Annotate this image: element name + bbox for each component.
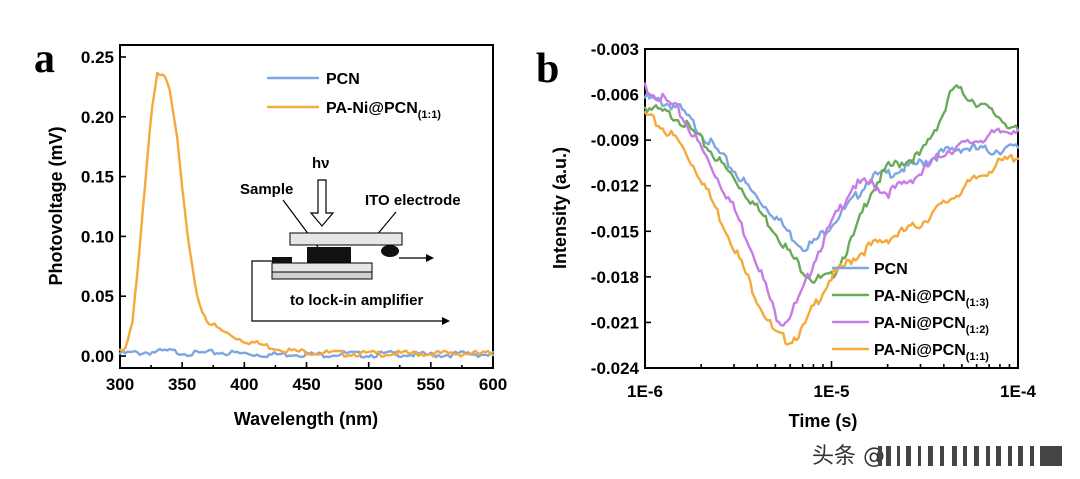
panel-b-y-tick-label: -0.009 <box>591 131 639 150</box>
panel-a-y-tick-label: 0.25 <box>81 48 114 67</box>
panel-b-y-tick-label: -0.006 <box>591 86 639 105</box>
right-contact <box>381 245 399 257</box>
watermark-text: 头条 @ <box>812 444 885 469</box>
series-pa-ni-pcn-1-2 <box>643 82 1020 327</box>
panel-a-y-tick-label: 0.20 <box>81 108 114 127</box>
panel-a-legend: PCN PA-Ni@PCN(1:1) <box>266 71 441 121</box>
panel-label-a: a <box>34 36 55 82</box>
series-pa-ni-pcn-1-3 <box>643 84 1020 284</box>
legend-label-pa-ni-pcn-1-1: PA-Ni@PCN(1:1) <box>874 342 989 363</box>
panel-b-ticks: 1E-6 1E-5 1E-4 -0.003 -0.006 -0.009 -0.012 -0.0… <box>591 40 1037 401</box>
wire-right-arrow-icon <box>426 254 434 262</box>
wire-left-arrow-icon <box>442 317 450 325</box>
panel-b-y-tick-label: -0.003 <box>591 40 639 59</box>
legend-label-pcn: PCN <box>326 71 360 88</box>
legend-label-pa-ni-pcn-1-3: PA-Ni@PCN(1:3) <box>874 288 989 309</box>
panel-label-b: b <box>536 46 559 92</box>
panel-a-y-tick-label: 0.05 <box>81 287 114 306</box>
series-pcn <box>643 92 1020 253</box>
panel-a-y-tick-label: 0.00 <box>81 347 114 366</box>
panel-b-y-axis-title: Intensity (a.u.) <box>550 147 570 269</box>
watermark: 头条 @ <box>812 444 1062 469</box>
panel-a-x-tick-label: 350 <box>168 375 196 394</box>
series-pa-ni-pcn-1-1 <box>118 71 495 358</box>
panel-b-x-tick-label: 1E-4 <box>1000 382 1036 401</box>
panel-b-y-tick-label: -0.012 <box>591 177 639 196</box>
panel-b-x-axis-title: Time (s) <box>789 411 858 431</box>
panel-b: b 1E-6 1E-5 1E-4 -0.003 -0.006 -0.009 -0.012 -0… <box>536 40 1036 431</box>
inset-amplifier-label: to lock-in amplifier <box>290 292 424 309</box>
ito-bottom-plate <box>271 262 373 273</box>
panel-a-y-tick-label: 0.15 <box>81 168 114 187</box>
legend-label-pa-ni-pcn-1-2: PA-Ni@PCN(1:2) <box>874 315 989 336</box>
light-arrow-icon <box>309 179 335 227</box>
panel-b-y-tick-label: -0.018 <box>591 268 639 287</box>
panel-b-y-tick-label: -0.021 <box>591 313 639 332</box>
ito-base <box>271 271 373 280</box>
panel-a-ticks: 300 350 400 450 500 550 600 0.00 0.05 0.10 0.15 0.2… <box>81 48 507 394</box>
panel-a-y-axis-title: Photovoltage (mV) <box>46 126 66 285</box>
panel-b-x-tick-label: 1E-5 <box>814 382 850 401</box>
panel-a-x-tick-label: 550 <box>417 375 445 394</box>
panel-b-legend: PCN PA-Ni@PCN(1:3) PA-Ni@PCN(1:2) PA-Ni@PCN… <box>831 261 989 363</box>
ito-top-plate <box>289 232 403 246</box>
panel-a-x-tick-label: 450 <box>292 375 320 394</box>
inset-ito-label: ITO electrode <box>365 192 461 209</box>
panel-a-x-tick-label: 600 <box>479 375 507 394</box>
watermark-bars <box>878 446 1062 466</box>
panel-a-series <box>118 71 495 359</box>
legend-label-pa-ni-pcn-1-1: PA-Ni@PCN(1:1) <box>326 100 441 121</box>
series-pa-ni-pcn-1-1 <box>643 110 1020 346</box>
panel-a-x-tick-label: 300 <box>106 375 134 394</box>
setup-schematic: hν Sample ITO electrode to lock-in ampli… <box>240 155 461 325</box>
wire-left <box>251 260 446 322</box>
panel-b-x-tick-label: 1E-6 <box>627 382 663 401</box>
panel-b-y-tick-label: -0.024 <box>591 359 640 378</box>
inset-sample-label: Sample <box>240 181 293 198</box>
left-contact <box>272 257 292 263</box>
ito-pointer <box>375 211 397 237</box>
legend-label-pcn: PCN <box>874 261 908 278</box>
panel-a: a 300 350 400 450 500 550 600 0.00 0.05 0.10 0.15 0… <box>34 36 507 429</box>
sample-block <box>307 247 351 263</box>
panel-a-y-tick-label: 0.10 <box>81 227 114 246</box>
panel-a-x-axis-title: Wavelength (nm) <box>234 409 378 429</box>
panel-b-series <box>643 82 1020 346</box>
panel-a-x-tick-label: 400 <box>230 375 258 394</box>
panel-b-y-tick-label: -0.015 <box>591 222 639 241</box>
panel-a-x-tick-label: 500 <box>354 375 382 394</box>
inset-hv-label: hν <box>312 155 330 172</box>
